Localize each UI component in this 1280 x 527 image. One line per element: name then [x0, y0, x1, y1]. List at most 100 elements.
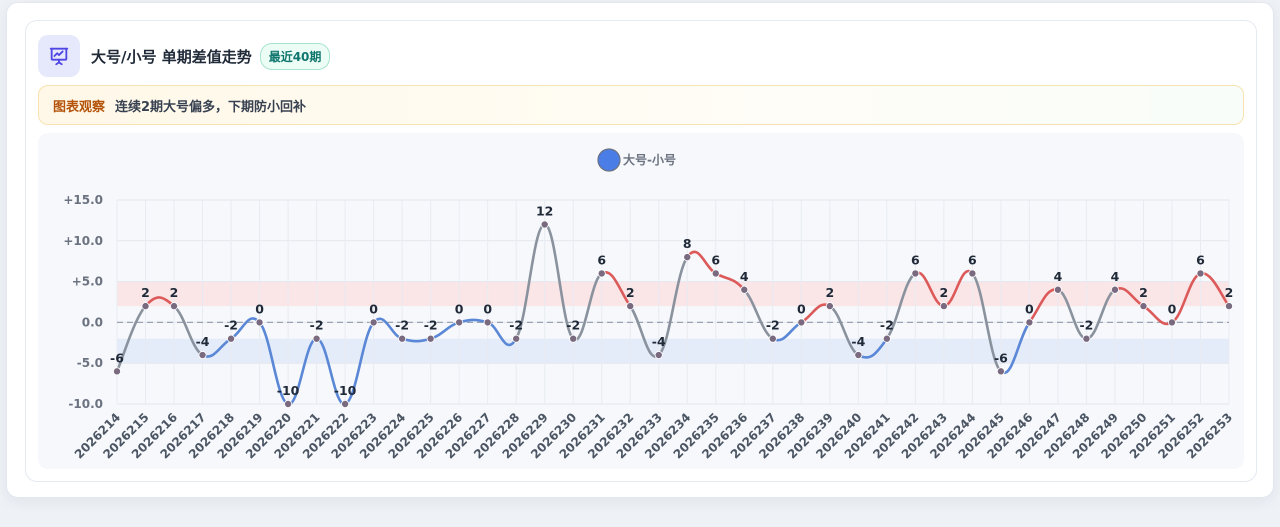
data-point [369, 318, 378, 327]
data-label: 4 [1111, 269, 1120, 284]
data-point [198, 351, 207, 360]
data-label: 2 [141, 285, 150, 300]
data-point [1225, 302, 1234, 311]
data-label: -2 [509, 318, 523, 333]
data-point [1139, 302, 1148, 311]
data-label: 0 [255, 301, 264, 316]
series-line-segment [514, 223, 546, 341]
data-label: -2 [310, 318, 324, 333]
y-tick-label: -10.0 [68, 397, 103, 411]
data-point [1082, 334, 1091, 343]
chart-presentation-icon [38, 35, 80, 77]
data-label: -4 [196, 334, 210, 349]
data-label: 2 [825, 285, 834, 300]
data-point [170, 302, 179, 311]
data-label: -2 [1079, 318, 1093, 333]
data-label: 2 [1139, 285, 1148, 300]
data-point [768, 334, 777, 343]
data-point [483, 318, 492, 327]
data-point [227, 334, 236, 343]
data-point [512, 334, 521, 343]
data-label: -2 [566, 318, 580, 333]
chart-area: +15.0 +10.0 +5.0 0.0 -5.0 -10.0 -6 2 2 -4 -2 0 -10 -2… [38, 133, 1244, 469]
data-point [569, 334, 578, 343]
data-point [683, 253, 692, 262]
data-point [854, 351, 863, 360]
data-label: -4 [851, 334, 865, 349]
data-label: 2 [940, 285, 949, 300]
data-point [740, 285, 749, 294]
data-point [882, 334, 891, 343]
chart-card: 大号/小号 单期差值走势 最近40期 图表观察 连续2期大号偏多，下期防小回补 … [25, 20, 1257, 482]
data-point [284, 399, 293, 408]
data-label: 0 [483, 301, 492, 316]
series-line-segment [115, 304, 147, 373]
data-label: -2 [880, 318, 894, 333]
data-label: -2 [766, 318, 780, 333]
data-point [426, 334, 435, 343]
insight-label: 图表观察 [53, 99, 106, 115]
data-label: 0 [455, 301, 464, 316]
data-label: -6 [994, 350, 1008, 365]
data-point [597, 269, 606, 278]
chart-title: 大号/小号 单期差值走势 [91, 47, 252, 66]
data-label: 0 [369, 301, 378, 316]
data-label: 8 [683, 236, 692, 251]
y-tick-label: +15.0 [63, 193, 103, 207]
data-point [455, 318, 464, 327]
panel-outer: 大号/小号 单期差值走势 最近40期 图表观察 连续2期大号偏多，下期防小回补 … [6, 2, 1274, 498]
data-point [797, 318, 806, 327]
y-tick-label: +10.0 [63, 234, 103, 248]
series-line-segment [343, 321, 375, 406]
data-point [312, 334, 321, 343]
data-label: 0 [1025, 301, 1034, 316]
series-line-segment [971, 272, 1003, 373]
data-point [911, 269, 920, 278]
data-label: 12 [536, 203, 553, 218]
data-point [939, 302, 948, 311]
data-point [1110, 285, 1119, 294]
data-point [1053, 285, 1062, 294]
data-label: 0 [1168, 301, 1177, 316]
series-line-segment [657, 255, 689, 357]
data-point [113, 367, 122, 376]
insight-banner: 图表观察 连续2期大号偏多，下期防小回补 [38, 85, 1244, 125]
y-tick-label: 0.0 [82, 315, 103, 329]
difference-line-chart: +15.0 +10.0 +5.0 0.0 -5.0 -10.0 -6 2 2 -4 -2 0 -10 -2… [63, 148, 1235, 461]
data-label: -6 [110, 350, 124, 365]
data-label: 6 [968, 252, 977, 267]
data-point [255, 318, 264, 327]
data-label: 6 [597, 252, 606, 267]
legend-label: 大号-小号 [623, 152, 676, 167]
data-label: 2 [626, 285, 635, 300]
data-label: -4 [652, 334, 666, 349]
legend-marker [597, 148, 621, 172]
data-label: 4 [740, 269, 749, 284]
y-tick-label: +5.0 [72, 275, 103, 289]
data-point [1196, 269, 1205, 278]
series-line-segment [885, 272, 917, 341]
data-label: -10 [334, 383, 357, 398]
data-point [1025, 318, 1034, 327]
data-label: 6 [911, 252, 920, 267]
data-point [540, 220, 549, 229]
data-point [711, 269, 720, 278]
series-line-segment [258, 321, 290, 406]
data-label: -2 [424, 318, 438, 333]
range-badge: 最近40期 [259, 42, 331, 70]
data-point [1167, 318, 1176, 327]
data-point [654, 351, 663, 360]
card-header: 大号/小号 单期差值走势 最近40期 [38, 34, 331, 78]
data-point [825, 302, 834, 311]
data-point [996, 367, 1005, 376]
data-label: 0 [797, 301, 806, 316]
data-point [141, 302, 150, 311]
data-label: -10 [277, 383, 300, 398]
series-line-segment [543, 223, 575, 341]
band-negative [117, 338, 1229, 364]
data-point [341, 399, 350, 408]
data-label: 2 [1225, 285, 1234, 300]
data-point [968, 269, 977, 278]
data-label: -2 [395, 318, 409, 333]
data-point [626, 302, 635, 311]
